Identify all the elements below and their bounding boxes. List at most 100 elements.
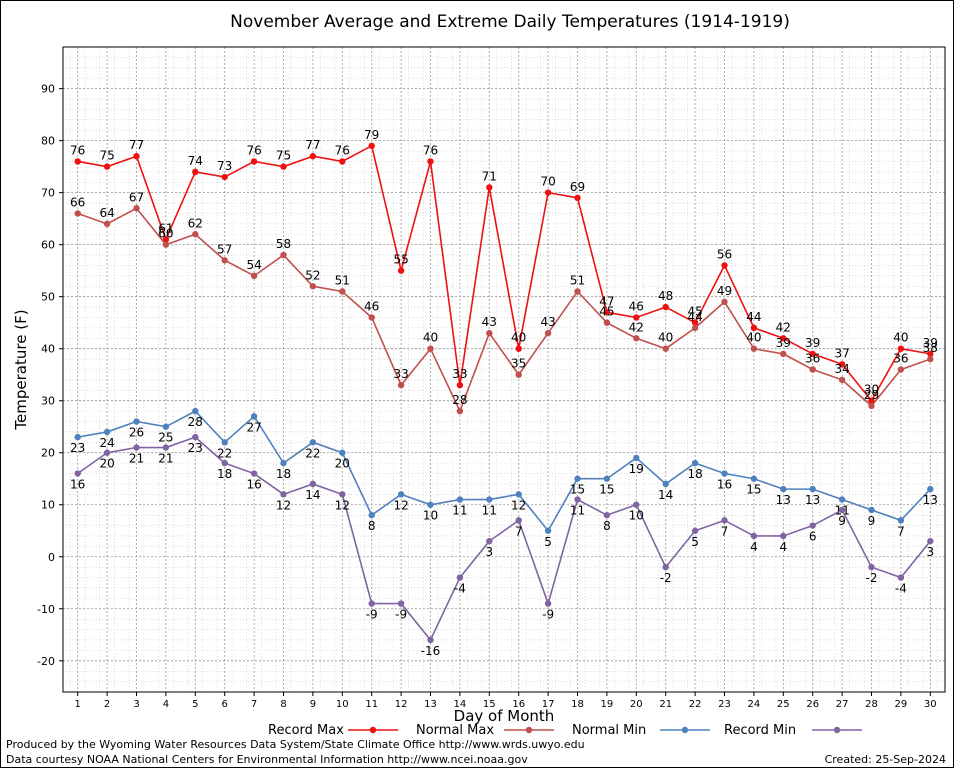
footer-data-source: Data courtesy NOAA National Centers for …	[6, 753, 528, 766]
data-point	[721, 517, 728, 524]
data-label: -9	[542, 608, 554, 622]
data-label: 12	[393, 498, 408, 512]
data-label: 20	[99, 457, 114, 471]
data-label: 7	[515, 524, 523, 538]
data-label: 25	[158, 431, 173, 445]
data-label: 52	[305, 268, 320, 282]
data-label: 47	[599, 294, 614, 308]
x-tick-label: 19	[601, 699, 614, 710]
data-point	[250, 158, 258, 165]
x-tick-label: 8	[280, 699, 286, 710]
data-label: 51	[335, 273, 350, 287]
footer-created-date: Created: 25-Sep-2024	[824, 753, 946, 766]
data-label: 4	[779, 540, 787, 554]
data-point	[633, 335, 640, 342]
data-label: 60	[158, 227, 173, 241]
data-label: 16	[717, 478, 732, 492]
data-label: 39	[923, 336, 938, 350]
x-tick-label: 2	[104, 699, 110, 710]
x-tick-label: 14	[454, 699, 467, 710]
data-point	[721, 298, 728, 306]
x-tick-label: 16	[512, 699, 525, 710]
data-point	[515, 517, 522, 524]
x-tick-label: 13	[424, 699, 437, 710]
data-point	[515, 491, 522, 498]
data-label: 28	[188, 415, 203, 429]
x-tick-label: 5	[192, 699, 198, 710]
data-label: 6	[809, 530, 817, 544]
data-point	[74, 470, 81, 477]
data-point	[721, 470, 728, 477]
data-label: 7	[721, 524, 729, 538]
data-label: 45	[687, 305, 702, 319]
data-point	[74, 433, 81, 441]
data-label: 75	[276, 149, 291, 163]
data-label: 24	[99, 436, 114, 450]
data-label: 73	[217, 159, 232, 173]
data-point	[397, 491, 405, 498]
data-label: 12	[276, 498, 291, 512]
data-point	[309, 153, 317, 160]
data-label: 13	[776, 493, 791, 507]
data-point	[309, 283, 317, 290]
data-label: 14	[305, 488, 320, 502]
data-label: 77	[129, 138, 144, 152]
data-label: 19	[629, 462, 644, 476]
legend-label: Normal Min	[572, 723, 646, 738]
x-tick-label: 25	[777, 699, 790, 710]
data-point	[309, 480, 317, 488]
x-tick-label: 20	[630, 699, 643, 710]
data-label: 56	[717, 247, 732, 261]
data-label: 40	[746, 331, 761, 345]
data-point	[838, 376, 846, 384]
data-point	[544, 600, 552, 607]
legend-label: Normal Max	[416, 723, 494, 738]
data-label: 23	[188, 441, 203, 455]
data-label: 22	[217, 446, 232, 460]
data-label: -2	[866, 571, 878, 585]
data-label: 16	[70, 478, 85, 492]
data-point	[691, 324, 699, 332]
data-point	[750, 345, 758, 352]
y-tick-label: 40	[41, 343, 55, 356]
data-point	[868, 563, 875, 571]
data-label: 9	[838, 514, 846, 528]
data-label: 66	[70, 195, 85, 209]
data-point	[780, 335, 787, 342]
data-label: 18	[276, 467, 291, 481]
data-point	[133, 444, 140, 451]
data-point	[221, 459, 228, 467]
data-point	[103, 163, 111, 170]
data-label: 39	[805, 336, 820, 350]
data-label: 15	[570, 483, 585, 497]
data-point	[280, 251, 287, 259]
data-label: 39	[776, 336, 791, 350]
data-point	[897, 574, 905, 581]
data-label: 55	[393, 253, 408, 267]
data-label: 13	[923, 493, 938, 507]
data-point	[250, 272, 258, 280]
data-point	[633, 454, 640, 462]
series-line-normal-min	[77, 410, 931, 533]
data-point	[221, 257, 228, 264]
legend-marker	[525, 726, 533, 734]
data-point	[868, 402, 875, 410]
data-point	[809, 522, 816, 529]
data-label: 3	[926, 545, 934, 559]
x-tick-label: 21	[659, 699, 672, 710]
data-label: 43	[540, 315, 555, 329]
data-label: 21	[129, 452, 144, 466]
data-label: 11	[482, 504, 497, 518]
data-label: 15	[599, 483, 614, 497]
data-point	[486, 184, 493, 191]
data-label: 18	[217, 467, 232, 481]
data-point	[662, 480, 669, 488]
data-label: 76	[335, 143, 350, 157]
data-label: 58	[276, 237, 291, 251]
data-label: 29	[864, 388, 879, 402]
data-label: 33	[393, 367, 408, 381]
legend-marker	[681, 726, 689, 734]
x-tick-label: 10	[336, 699, 349, 710]
x-tick-label: 26	[806, 699, 819, 710]
